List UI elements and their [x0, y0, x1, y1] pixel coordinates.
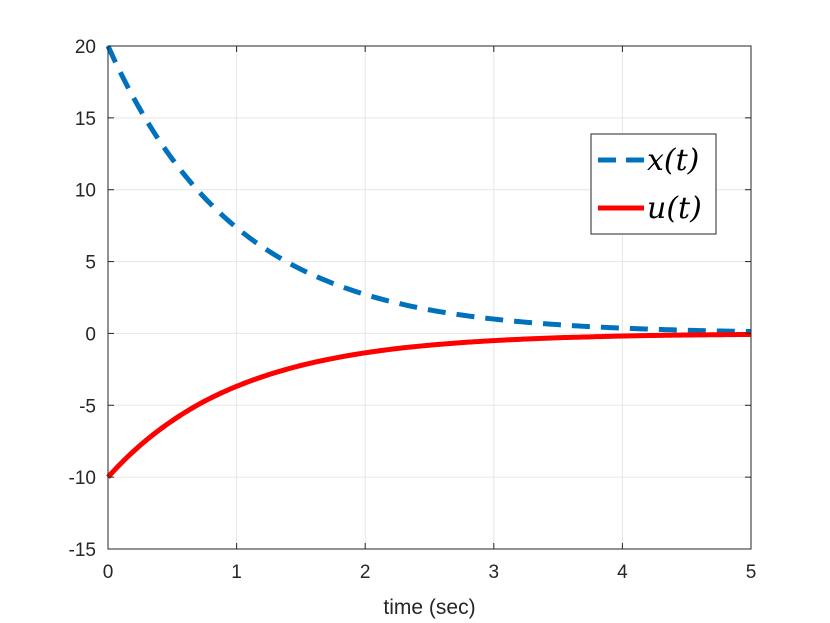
x-tick-label: 0	[103, 562, 114, 583]
x-tick-label: 3	[489, 562, 500, 583]
x-tick-label: 2	[360, 562, 371, 583]
legend-box	[590, 133, 717, 235]
plot-frame	[107, 45, 752, 550]
y-tick-label: 5	[85, 253, 96, 274]
legend-label: u(t)	[647, 191, 702, 226]
x-axis-label: time (sec)	[383, 596, 475, 619]
x-tick-label: 1	[231, 562, 242, 583]
axis-ticks: 0 1 2 3 4 5 -15 -10 -5 0 5 10 15 20	[69, 37, 757, 583]
legend: x(t) u(t)	[590, 133, 717, 235]
legend-label: x(t)	[647, 143, 699, 178]
y-tick-label: 10	[75, 181, 96, 202]
series-line-u-t	[106, 331, 752, 479]
y-tick-label: -5	[79, 396, 96, 417]
series-lines	[105, 44, 752, 479]
plot-background	[108, 46, 751, 549]
y-tick-label: -10	[69, 468, 96, 489]
y-tick-label: 15	[75, 109, 96, 130]
x-tick-label: 5	[746, 562, 757, 583]
series-line-x-t	[105, 44, 752, 335]
y-tick-label: 0	[85, 324, 96, 345]
x-tick-label: 4	[617, 562, 628, 583]
y-tick-label: -15	[69, 540, 96, 561]
y-tick-label: 20	[75, 37, 96, 58]
